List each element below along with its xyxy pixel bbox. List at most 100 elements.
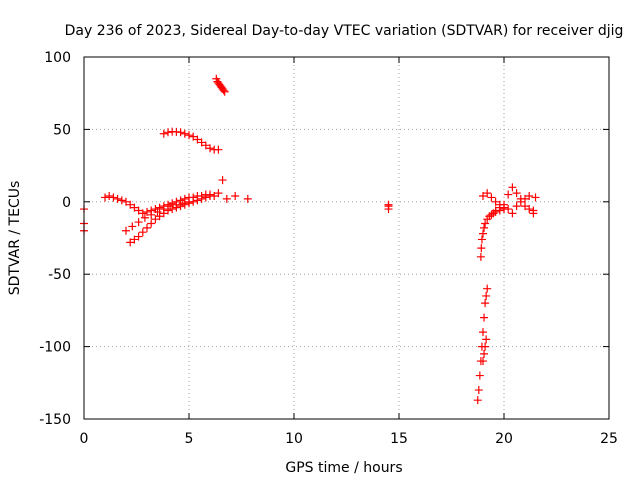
plot-frame — [83, 56, 610, 420]
data-point — [480, 313, 489, 322]
data-point — [475, 371, 484, 380]
data-point — [525, 192, 534, 201]
data-point — [197, 138, 206, 147]
data-point — [201, 193, 210, 202]
data-point — [134, 206, 143, 215]
data-point — [480, 223, 489, 232]
series-band_near_zero — [80, 176, 252, 235]
data-point — [185, 131, 193, 140]
data-point — [128, 222, 137, 231]
data-point — [222, 194, 231, 203]
y-tick-label: 100 — [44, 50, 71, 66]
data-point — [172, 200, 181, 209]
chart-title: Day 236 of 2023, Sidereal Day-to-day VTE… — [65, 23, 624, 39]
data-point — [474, 386, 483, 395]
data-point — [122, 197, 130, 206]
data-point — [143, 207, 151, 216]
data-point — [512, 189, 521, 198]
series-band_lower_mid — [122, 197, 193, 235]
x-tick-labels: 0 5 10 15 20 25 — [80, 431, 618, 447]
data-point — [479, 357, 487, 366]
data-point — [147, 219, 156, 228]
data-point — [130, 203, 139, 212]
x-tick-label: 15 — [390, 431, 408, 447]
y-tick-label: -50 — [48, 267, 71, 283]
data-point — [231, 192, 240, 201]
data-point — [164, 128, 172, 137]
data-point — [117, 196, 126, 205]
data-points — [80, 74, 540, 405]
data-point — [504, 205, 513, 214]
data-point — [481, 342, 490, 351]
data-point — [504, 190, 513, 199]
data-point — [166, 202, 175, 211]
x-axis-label: GPS time / hours — [285, 460, 402, 476]
y-tick-label: -100 — [39, 340, 71, 356]
data-point — [384, 200, 393, 209]
data-point — [122, 226, 130, 235]
data-point — [138, 209, 147, 218]
grid — [84, 57, 609, 419]
data-point — [479, 229, 487, 238]
data-point — [473, 396, 482, 405]
data-point — [483, 284, 492, 293]
series-band_descending — [126, 192, 214, 247]
data-point — [105, 192, 114, 201]
y-tick-label: -150 — [39, 412, 71, 428]
data-point — [516, 197, 525, 206]
data-point — [130, 235, 139, 244]
data-point — [525, 205, 534, 214]
data-point — [193, 196, 202, 205]
data-point — [201, 141, 210, 150]
data-point — [479, 192, 487, 201]
data-point — [178, 199, 187, 208]
data-point — [482, 335, 491, 344]
data-point — [481, 299, 490, 308]
data-point — [101, 193, 109, 202]
data-point — [140, 213, 149, 222]
data-point — [481, 219, 490, 228]
x-tick-label: 10 — [285, 431, 303, 447]
data-point — [487, 193, 496, 202]
data-point — [495, 203, 504, 212]
series-isolated_14h — [384, 200, 393, 214]
data-point — [206, 144, 214, 153]
data-point — [477, 235, 486, 244]
data-point — [185, 197, 193, 206]
series-arc_19h_recovery — [476, 205, 508, 261]
data-point — [491, 206, 500, 215]
x-tick-label: 5 — [185, 431, 194, 447]
series-arc_high — [212, 74, 229, 96]
data-point — [164, 206, 172, 215]
data-point — [219, 86, 228, 95]
data-point — [113, 194, 122, 203]
data-point — [500, 200, 508, 209]
data-point — [155, 203, 164, 212]
data-point — [180, 129, 189, 138]
data-point — [479, 328, 487, 337]
data-point — [482, 291, 491, 300]
data-point — [143, 223, 151, 232]
data-point — [159, 205, 168, 214]
data-point — [243, 194, 252, 203]
data-point — [477, 244, 486, 253]
y-tick-label: 0 — [62, 195, 71, 211]
data-point — [531, 193, 540, 202]
data-point — [220, 87, 229, 96]
x-tick-label: 25 — [600, 431, 618, 447]
x-tick-label: 20 — [495, 431, 513, 447]
data-point — [508, 209, 517, 218]
data-point — [126, 200, 135, 209]
data-point — [476, 252, 485, 261]
data-point — [189, 132, 198, 141]
data-point — [508, 183, 517, 192]
series-drop_19h — [473, 284, 492, 405]
data-point — [159, 129, 168, 138]
data-point — [480, 349, 489, 358]
y-tick-label: 50 — [53, 122, 71, 138]
y-tick-labels: -150 -100 -50 0 50 100 — [39, 50, 71, 428]
data-point — [214, 145, 223, 154]
data-point — [153, 207, 162, 216]
data-point — [193, 135, 202, 144]
